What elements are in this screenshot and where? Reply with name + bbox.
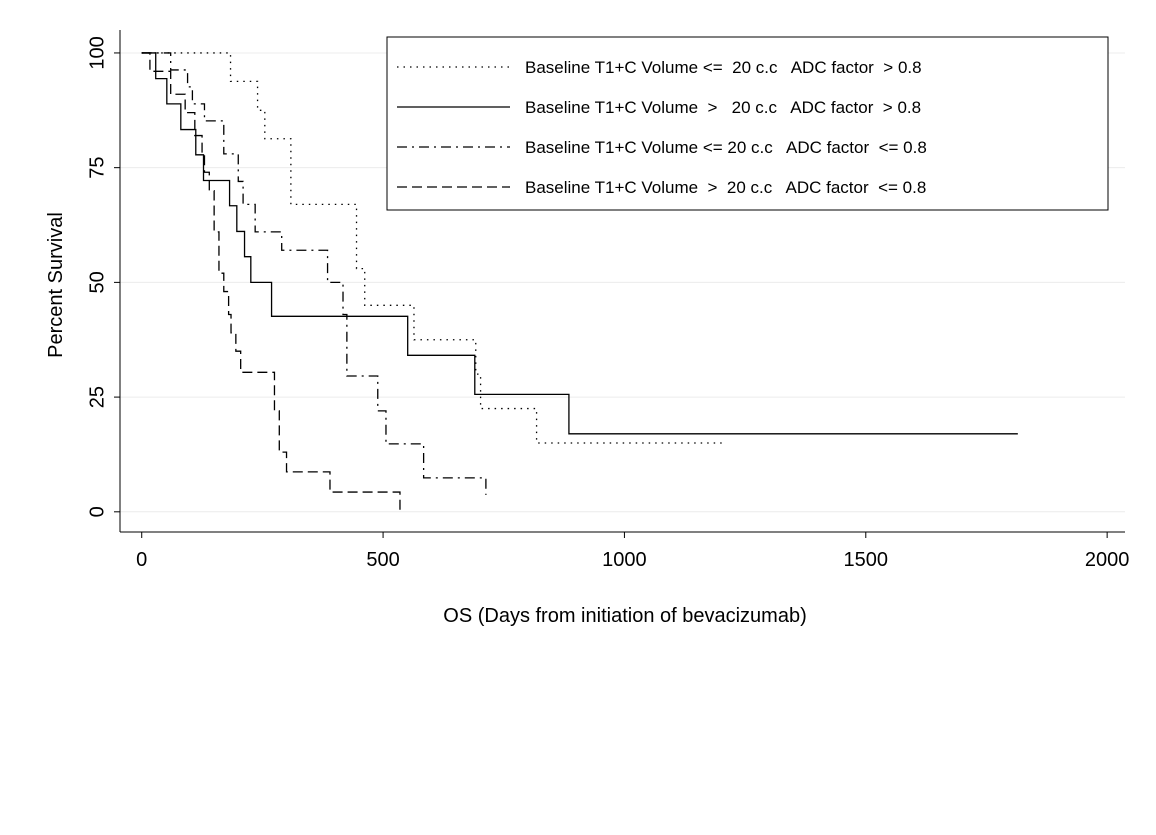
survival-curve (141, 52, 1018, 435)
y-axis-label: Percent Survival (45, 212, 67, 358)
y-tick-label: 75 (86, 157, 108, 179)
y-tick-label: 50 (86, 271, 108, 293)
x-tick-label: 0 (136, 549, 147, 571)
survival-curve (141, 52, 401, 512)
legend-label: Baseline T1+C Volume > 20 c.c ADC factor… (525, 98, 921, 117)
y-tick-label: 100 (86, 36, 108, 69)
legend-label: Baseline T1+C Volume <= 20 c.c ADC facto… (525, 138, 927, 157)
legend-label: Baseline T1+C Volume > 20 c.c ADC factor… (525, 178, 926, 197)
x-tick-label: 1000 (602, 549, 647, 571)
y-tick-label: 0 (86, 506, 108, 517)
legend-box (386, 36, 1109, 211)
y-tick-label: 25 (86, 386, 108, 408)
survival-curve (141, 52, 724, 444)
x-axis-label: OS (Days from initiation of bevacizumab) (443, 605, 806, 627)
x-tick-label: 1500 (844, 549, 889, 571)
x-tick-label: 500 (366, 549, 399, 571)
survival-curve (141, 52, 487, 495)
x-tick-label: 2000 (1085, 549, 1130, 571)
legend-label: Baseline T1+C Volume <= 20 c.c ADC facto… (525, 58, 922, 77)
